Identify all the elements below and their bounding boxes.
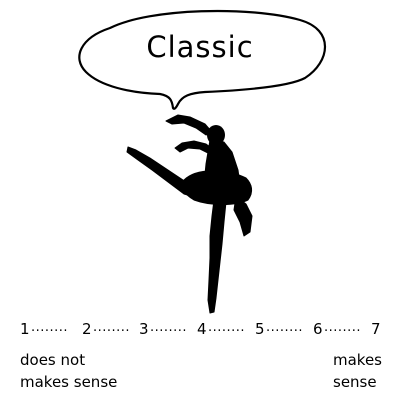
scale-point-5[interactable]: 5 <box>255 320 265 338</box>
scale-separator: ........ <box>93 320 131 335</box>
scale-point-6[interactable]: 6 <box>313 320 323 338</box>
speech-bubble-icon <box>78 9 327 110</box>
left-anchor-line-2: makes sense <box>20 373 118 391</box>
scale-point-1[interactable]: 1 <box>20 320 30 338</box>
style-label: Classic <box>146 30 254 64</box>
right-anchor-line-1: makes <box>333 351 382 369</box>
right-anchor-label: makes sense <box>333 349 382 393</box>
ballet-dancer-icon <box>126 114 253 314</box>
left-anchor-label: does not makes sense <box>20 349 117 393</box>
scale-point-4[interactable]: 4 <box>197 320 207 338</box>
scale-separator: ........ <box>208 320 246 335</box>
scale-point-7[interactable]: 7 <box>371 320 381 338</box>
scale-separator: ........ <box>31 320 69 335</box>
rating-scale: 1 ........ 2 ........ 3 ........ 4 .....… <box>20 320 388 344</box>
scale-point-3[interactable]: 3 <box>139 320 149 338</box>
left-anchor-line-1: does not <box>20 351 86 369</box>
scale-point-2[interactable]: 2 <box>82 320 92 338</box>
right-anchor-line-2: sense <box>333 373 377 391</box>
scale-separator: ........ <box>266 320 304 335</box>
scale-separator: ........ <box>324 320 362 335</box>
scale-separator: ........ <box>150 320 188 335</box>
